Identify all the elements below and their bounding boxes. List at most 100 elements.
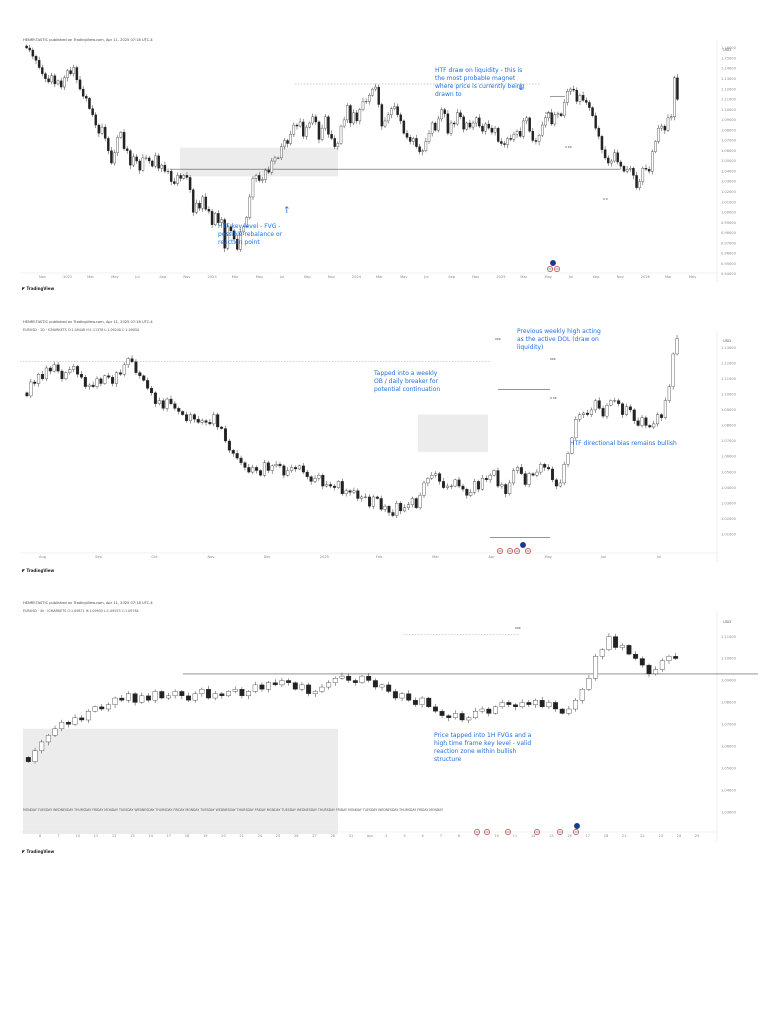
candle-body-down — [402, 120, 406, 134]
candle-body-down — [597, 400, 601, 409]
weekly-candlestick-chart[interactable]: 1.16000 1.15000 1.14000 1.13000 1.12000 1.110… — [20, 38, 758, 288]
candle — [531, 472, 535, 477]
event-marker — [547, 266, 553, 272]
tradingview-logo[interactable]: ◤ TradingView — [22, 568, 55, 573]
candle — [122, 128, 126, 151]
candle-body-up — [553, 114, 557, 125]
candle — [504, 483, 508, 498]
candle-body-down — [159, 691, 165, 699]
candle-body-up — [290, 467, 294, 471]
candle-body-down — [616, 152, 619, 163]
candle-body-up — [52, 364, 56, 372]
note-htf-directional-bias: HTF directional bias remains bullish — [570, 440, 677, 447]
candle — [406, 690, 412, 702]
candle — [646, 663, 652, 678]
publisher-line: HENRY-TASTIC published on TradingView.co… — [23, 320, 153, 324]
candle — [223, 425, 227, 443]
candle — [539, 462, 543, 475]
y-tick-label: 1.08000 — [721, 701, 737, 705]
candle — [91, 381, 95, 389]
candle — [191, 188, 195, 217]
candle — [99, 703, 105, 711]
4h-candlestick-chart[interactable]: 1.11000 1.10000 1.09000 1.08000 1.07000 1.060… — [20, 601, 758, 851]
candle — [33, 379, 37, 387]
candle-body-up — [430, 475, 434, 479]
candle-body-up — [654, 141, 657, 152]
candle — [192, 691, 198, 703]
x-tick-label: Mar — [376, 275, 383, 279]
candle-body-down — [340, 481, 344, 495]
candle-body-down — [575, 89, 579, 102]
candle — [41, 371, 45, 381]
candle-body-up — [640, 417, 644, 426]
candle — [312, 690, 318, 698]
x-tick-label: 7 — [440, 834, 442, 838]
candle-body-down — [585, 100, 588, 103]
x-tick-label: 17 — [167, 834, 172, 838]
candle-body-up — [232, 689, 238, 692]
candle-body-up — [305, 126, 308, 137]
candle — [526, 700, 532, 708]
candle-body-down — [415, 138, 418, 147]
x-tick-label: Mar — [665, 275, 672, 279]
candle — [540, 121, 544, 138]
candle — [610, 159, 613, 167]
candle-body-up — [50, 75, 53, 83]
candle-body-down — [550, 468, 554, 481]
candle-body-down — [607, 157, 610, 164]
candle-body-down — [519, 467, 523, 474]
candle — [289, 130, 292, 146]
candle-body-up — [653, 669, 659, 675]
candle — [111, 375, 115, 387]
candle — [430, 120, 434, 137]
candle-body-up — [452, 713, 458, 718]
candle — [45, 733, 51, 746]
candle-body-down — [217, 213, 220, 223]
candle-body-up — [359, 675, 365, 683]
candle-body-up — [188, 414, 192, 421]
candle-body-down — [621, 403, 625, 415]
candle-body-down — [153, 392, 157, 404]
x-tick-label: May — [689, 275, 697, 279]
daily-candlestick-chart[interactable]: 1.13000 1.12000 1.11000 1.10000 1.09000 1.080… — [20, 320, 758, 570]
candle — [619, 159, 623, 170]
event-marker — [554, 266, 560, 272]
level-tag: xxx — [495, 337, 501, 341]
candle-body-down — [227, 440, 231, 451]
candle-body-down — [461, 485, 465, 490]
candle — [358, 107, 362, 125]
candle — [593, 653, 599, 681]
candle-body-down — [314, 116, 318, 123]
x-tick-label: 18 — [604, 834, 609, 838]
candle-body-up — [346, 105, 349, 121]
candle — [519, 464, 523, 476]
candle-body-down — [282, 465, 286, 476]
candle — [112, 696, 118, 709]
candle — [441, 478, 445, 490]
x-tick-label: 12 — [112, 834, 117, 838]
candle — [161, 398, 165, 411]
candle — [415, 134, 418, 149]
candle — [410, 496, 414, 508]
candle-body-down — [356, 490, 360, 499]
candle-body-up — [280, 146, 283, 159]
candle-body-down — [317, 121, 321, 140]
candle — [609, 399, 613, 407]
candle-body-down — [119, 697, 125, 701]
candle — [617, 398, 621, 407]
candle-body-up — [95, 378, 99, 387]
tradingview-logo[interactable]: ◤ TradingView — [22, 849, 55, 854]
tradingview-logo[interactable]: ◤ TradingView — [22, 286, 55, 291]
x-tick-label: 17 — [585, 834, 590, 838]
candle-body-down — [47, 78, 50, 83]
candle-body-down — [56, 364, 60, 372]
candle — [169, 169, 173, 186]
candle — [169, 395, 173, 406]
candle-body-up — [406, 504, 410, 508]
candle-body-down — [146, 695, 151, 701]
candle — [299, 681, 305, 692]
candle-body-up — [471, 122, 475, 128]
candle-body-up — [675, 338, 679, 355]
event-flag-icon — [550, 260, 556, 266]
candle — [176, 172, 179, 187]
